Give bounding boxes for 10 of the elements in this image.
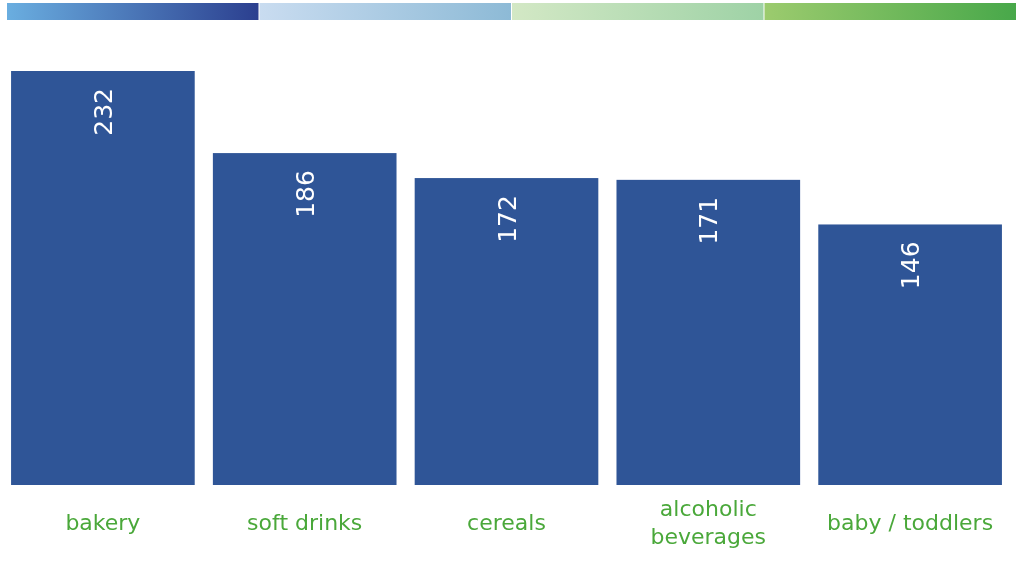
x-tick-label: alcoholic beverages <box>650 496 767 549</box>
x-tick-label: soft drinks <box>247 510 363 535</box>
data-label: 171 <box>694 196 724 245</box>
data-label: 232 <box>88 88 118 136</box>
data-label: 172 <box>492 195 522 243</box>
data-label: 146 <box>896 241 926 290</box>
x-tick-label: baby / toddlers <box>827 510 994 535</box>
data-label: 186 <box>290 170 320 218</box>
x-tick-label: bakery <box>65 510 141 535</box>
x-tick-label: cereals <box>467 510 546 535</box>
